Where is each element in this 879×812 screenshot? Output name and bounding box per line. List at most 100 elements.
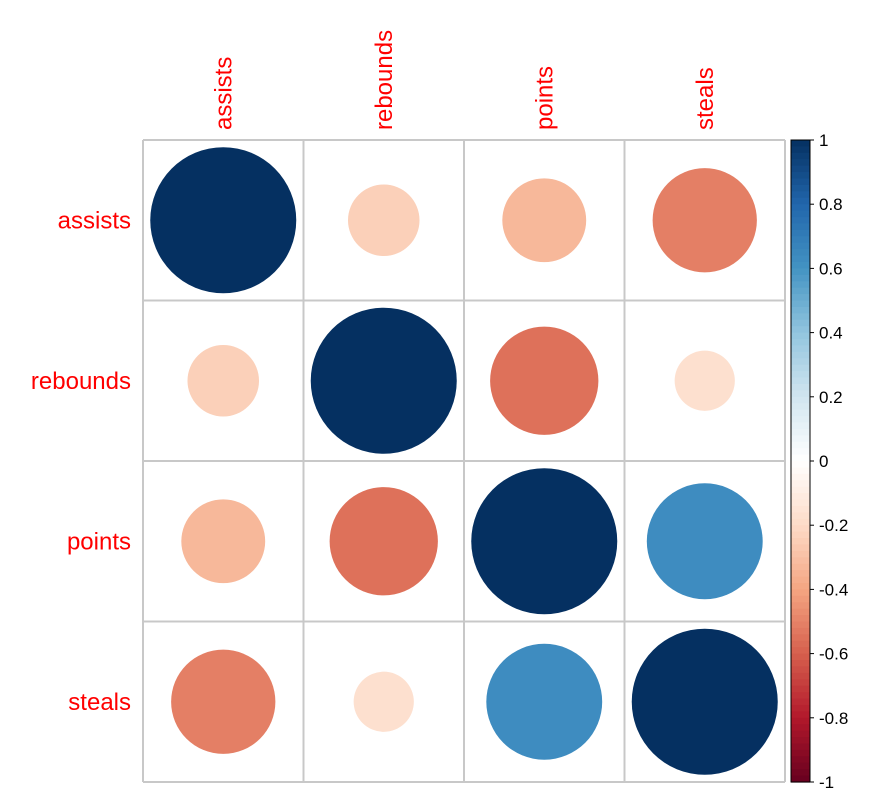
row-label-rebounds: rebounds (31, 368, 131, 395)
colorbar-tick-label: 0 (819, 452, 828, 471)
correlation-circle-points-assists (181, 499, 266, 584)
colorbar-segment (791, 274, 810, 282)
column-label-steals: steals (692, 67, 719, 130)
column-label-assists: assists (210, 57, 237, 130)
column-label-rebounds: rebounds (371, 30, 398, 130)
colorbar-segment (791, 518, 810, 526)
colorbar-segment (791, 422, 810, 430)
colorbar-segment (791, 775, 810, 783)
column-label-points: points (531, 66, 558, 130)
colorbar-segment (791, 313, 810, 321)
row-label-points: points (67, 528, 131, 555)
colorbar-tick-label: -0.6 (819, 645, 848, 664)
colorbar-segment (791, 525, 810, 533)
correlation-circle-assists-assists (150, 147, 297, 294)
colorbar-segment (791, 467, 810, 475)
colorbar-segment (791, 717, 810, 725)
colorbar-segment (791, 615, 810, 623)
correlation-circle-assists-steals (652, 168, 757, 273)
colorbar-segment (791, 178, 810, 186)
colorbar-segment (791, 486, 810, 494)
colorbar-segment (791, 660, 810, 668)
colorbar-tick-label: -1 (819, 773, 834, 792)
colorbar-segment (791, 217, 810, 225)
colorbar-segment (791, 441, 810, 449)
colorbar-segment (791, 261, 810, 269)
colorbar-tick-label: -0.4 (819, 580, 848, 599)
colorbar-segment (791, 351, 810, 359)
colorbar-segment (791, 345, 810, 353)
colorbar-segment (791, 364, 810, 372)
colorbar-segment (791, 255, 810, 263)
colorbar-segment (791, 557, 810, 565)
colorbar-segment (791, 358, 810, 366)
colorbar-segment (791, 576, 810, 584)
colorbar-segment (791, 570, 810, 578)
colorbar-segment (791, 461, 810, 469)
colorbar-tick-label: 0.2 (819, 388, 843, 407)
colorbar-segment (791, 287, 810, 295)
colorbar-segment (791, 191, 810, 199)
colorbar-segment (791, 538, 810, 546)
colorbar-segment (791, 544, 810, 552)
correlation-circle-assists-points (502, 178, 587, 263)
colorbar-segment (791, 319, 810, 327)
colorbar-segment (791, 531, 810, 539)
colorbar-segment (791, 724, 810, 732)
colorbar-segment (791, 563, 810, 571)
colorbar-segment (791, 377, 810, 385)
colorbar-segment (791, 454, 810, 462)
colorbar-segment (791, 229, 810, 237)
colorbar-tick-label: 0.4 (819, 324, 843, 343)
row-label-steals: steals (68, 689, 131, 716)
colorbar-segment (791, 197, 810, 205)
colorbar-segment (791, 679, 810, 687)
colorbar-segment (791, 416, 810, 424)
colorbar-segment (791, 448, 810, 456)
colorbar-segment (791, 634, 810, 642)
colorbar-segment (791, 685, 810, 693)
colorbar-segment (791, 403, 810, 411)
colorbar-segment (791, 749, 810, 757)
colorbar-segment (791, 152, 810, 160)
colorbar-segment (791, 640, 810, 648)
colorbar-segment (791, 737, 810, 745)
correlation-circle-rebounds-assists (187, 344, 260, 417)
colorbar-segment (791, 762, 810, 770)
colorbar-segment (791, 692, 810, 700)
correlation-circle-rebounds-steals (674, 350, 735, 411)
colorbar-segment (791, 653, 810, 661)
colorbar-segment (791, 383, 810, 391)
colorbar-segment (791, 339, 810, 347)
colorbar-tick-label: 0.8 (819, 195, 843, 214)
colorbar-segment (791, 242, 810, 250)
colorbar-segment (791, 595, 810, 603)
colorbar-tick-label: -0.8 (819, 709, 848, 728)
colorbar-segment (791, 730, 810, 738)
colorbar-segment (791, 306, 810, 314)
colorbar-segment (791, 473, 810, 481)
colorbar-segment (791, 428, 810, 436)
correlation-circle-points-steals (646, 483, 763, 600)
colorbar-segment (791, 371, 810, 379)
colorbar-segment (791, 326, 810, 334)
colorbar-segment (791, 499, 810, 507)
colorbar-segment (791, 409, 810, 417)
correlation-circle-rebounds-rebounds (310, 307, 457, 454)
correlation-circle-points-points (471, 468, 618, 615)
colorbar-segment (791, 140, 810, 148)
colorbar-segment (791, 512, 810, 520)
correlation-circle-rebounds-points (490, 326, 599, 435)
colorbar-segment (791, 608, 810, 616)
correlation-circle-steals-points (486, 643, 603, 760)
colorbar-segment (791, 165, 810, 173)
colorbar-segment (791, 627, 810, 635)
correlation-circle-assists-rebounds (347, 184, 420, 257)
colorbar-segment (791, 223, 810, 231)
colorbar-segment (791, 666, 810, 674)
colorbar-segment (791, 172, 810, 180)
colorbar-segment (791, 480, 810, 488)
colorbar-segment (791, 704, 810, 712)
colorbar-segment (791, 493, 810, 501)
